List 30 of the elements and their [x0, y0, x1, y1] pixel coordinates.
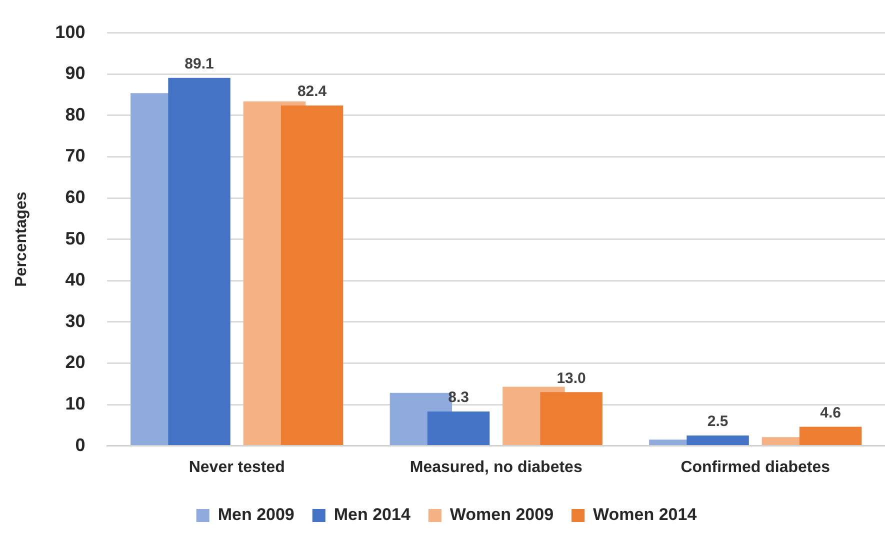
y-tick-label: 20: [65, 352, 86, 372]
legend-label: Women 2009: [450, 505, 554, 524]
y-tick-label: 0: [75, 434, 86, 455]
bar: [280, 105, 344, 446]
legend-label: Men 2009: [218, 505, 294, 524]
x-tick-label: Measured, no diabetes: [410, 458, 582, 476]
bar: [168, 78, 230, 446]
legend-label: Men 2014: [334, 505, 411, 524]
y-tick-label: 50: [65, 228, 86, 248]
y-tick-label: 60: [65, 186, 86, 207]
data-label: 13.0: [556, 370, 586, 387]
bar: [540, 392, 602, 446]
bar: [427, 412, 490, 446]
bar: [686, 435, 749, 446]
y-axis-title: Percentages: [13, 192, 30, 287]
data-label: 82.4: [297, 83, 328, 100]
data-label: 2.5: [707, 413, 728, 430]
y-tick-label: 80: [65, 104, 86, 124]
data-label: 89.1: [184, 55, 214, 72]
y-tick-label: 10: [65, 393, 86, 414]
y-tick-label: 40: [65, 270, 86, 290]
x-tick-label: Never tested: [188, 458, 285, 476]
y-tick-label: 70: [65, 146, 86, 166]
data-label: 4.6: [820, 404, 841, 422]
bar: [799, 426, 862, 446]
y-tick-label: 100: [55, 22, 86, 42]
legend-label: Women 2014: [593, 505, 698, 524]
y-tick-label: 30: [65, 310, 86, 331]
x-tick-label: Confirmed diabetes: [680, 458, 830, 476]
y-tick-label: 90: [65, 63, 86, 84]
